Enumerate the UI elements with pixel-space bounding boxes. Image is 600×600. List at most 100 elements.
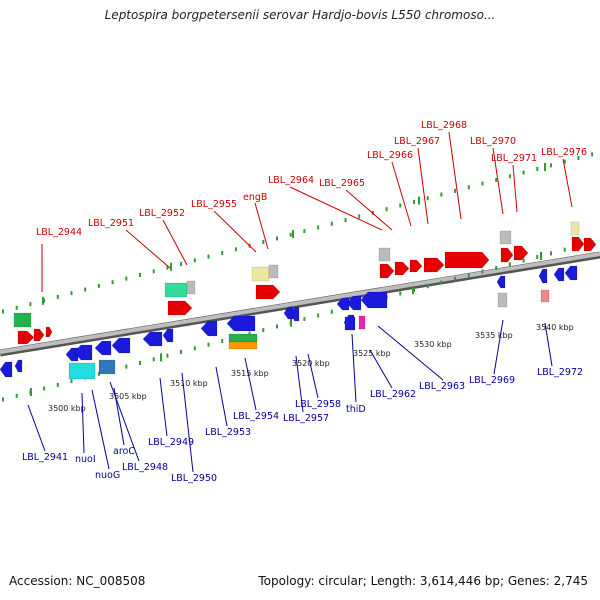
top-track-dot: [111, 280, 114, 285]
bottom-track-dot: [97, 371, 100, 376]
gene-arrow: [564, 265, 578, 281]
bottom-track-dot: [522, 258, 525, 263]
leader-line: [492, 147, 504, 215]
bottom-track-dot: [536, 254, 539, 259]
bottom-track-dot: [180, 349, 183, 354]
gene-arrow: [142, 331, 163, 347]
pseudo-gene-box: [378, 247, 391, 262]
gene-arrow: [538, 268, 548, 284]
gene-arrow: [583, 237, 597, 252]
gene-arrow: [111, 337, 131, 354]
bottom-track-dot: [330, 309, 333, 314]
gene-label-bottom: aroC: [113, 446, 135, 457]
gene-label-bottom: LBL_2962: [370, 389, 416, 400]
gene-arrow: [553, 267, 565, 282]
bottom-major-tick: [412, 286, 414, 295]
bottom-major-tick: [160, 353, 162, 362]
top-track-dot: [289, 232, 292, 237]
top-track-dot: [166, 265, 169, 270]
bottom-track-dot: [43, 386, 46, 391]
gene-box: [344, 316, 356, 331]
gene-label-top: LBL_2976: [541, 147, 587, 158]
leader-line: [289, 186, 383, 231]
leader-line: [244, 357, 257, 411]
gene-arrow: [14, 359, 23, 373]
bottom-track-dot: [399, 291, 402, 296]
ruler-label: 3535 kbp: [475, 331, 513, 340]
gene-arrow: [226, 315, 256, 332]
leader-line: [345, 189, 393, 231]
gene-arrow: [423, 257, 445, 273]
gene-label-bottom: LBL_2941: [22, 452, 68, 463]
top-track-dot: [303, 229, 306, 234]
gene-arrow: [167, 300, 193, 316]
top-track-dot: [358, 214, 361, 219]
gene-label-bottom: LBL_2972: [537, 367, 583, 378]
gene-arrow: [346, 295, 362, 311]
bottom-track-dot: [508, 262, 511, 267]
bottom-track-dot: [317, 313, 320, 318]
leader-line: [369, 349, 393, 389]
top-track-dot: [454, 188, 457, 193]
pseudo-gene-box: [499, 230, 512, 245]
gene-label-bottom: nuoG: [95, 470, 120, 481]
rna-gene-box: [98, 359, 116, 375]
pseudo-gene-box: [497, 292, 508, 308]
leader-line: [27, 404, 46, 452]
leader-line: [493, 319, 504, 375]
leader-line: [307, 353, 319, 399]
pseudo-gene-box: [186, 280, 196, 295]
leader-line: [109, 381, 140, 462]
gene-arrow: [0, 361, 13, 378]
ruler-label: 3520 kbp: [292, 359, 330, 368]
rna-gene-box: [68, 362, 96, 380]
leader-line: [125, 229, 171, 269]
top-track-dot: [29, 302, 32, 307]
gene-label-top: LBL_2968: [421, 120, 467, 131]
gene-label-top: LBL_2964: [268, 175, 314, 186]
gene-label-bottom: LBL_2954: [233, 411, 279, 422]
leader-line: [162, 219, 188, 266]
gene-label-top: LBL_2965: [319, 178, 365, 189]
pseudo-gene-box: [540, 289, 550, 303]
rna-gene-box: [164, 282, 188, 298]
gene-arrow: [73, 344, 93, 361]
top-track-dot: [550, 163, 552, 168]
bottom-track-dot: [481, 269, 484, 274]
leader-line: [351, 333, 357, 403]
top-track-dot: [56, 294, 59, 299]
ruler-label: 3500 kbp: [48, 404, 86, 413]
bottom-track-dot: [207, 342, 210, 347]
bottom-track-dot: [426, 284, 429, 289]
gene-arrow: [290, 306, 300, 322]
gene-arrow: [94, 340, 112, 356]
bottom-track-dot: [563, 247, 566, 252]
bottom-track-dot: [550, 251, 552, 256]
gene-arrow: [571, 236, 585, 252]
bottom-track-dot: [467, 273, 470, 278]
top-major-tick: [42, 296, 44, 305]
top-track-dot: [440, 192, 443, 197]
gene-label-top: LBL_2967: [394, 136, 440, 147]
top-track-dot: [522, 170, 525, 175]
leader-line: [544, 322, 553, 367]
leader-line: [448, 131, 462, 220]
gene-label-top: LBL_2971: [491, 153, 537, 164]
ruler-label: 3515 kbp: [231, 369, 269, 378]
rna-gene-box: [570, 221, 580, 236]
leader-line: [159, 377, 168, 437]
gene-label-bottom: LBL_2958: [295, 399, 341, 410]
bottom-major-tick: [540, 251, 542, 260]
leader-line: [562, 158, 573, 208]
gene-arrow: [162, 328, 174, 343]
top-track-dot: [467, 185, 470, 190]
gene-label-top: LBL_2970: [470, 136, 516, 147]
gene-arrow: [200, 320, 218, 337]
gene-label-top: LBL_2952: [139, 208, 185, 219]
rna-gene-box: [228, 333, 258, 343]
top-track-dot: [2, 309, 4, 314]
bottom-track-dot: [193, 346, 196, 351]
bottom-track-dot: [440, 280, 443, 285]
leader-line: [512, 164, 518, 213]
bottom-track-dot: [2, 397, 4, 402]
